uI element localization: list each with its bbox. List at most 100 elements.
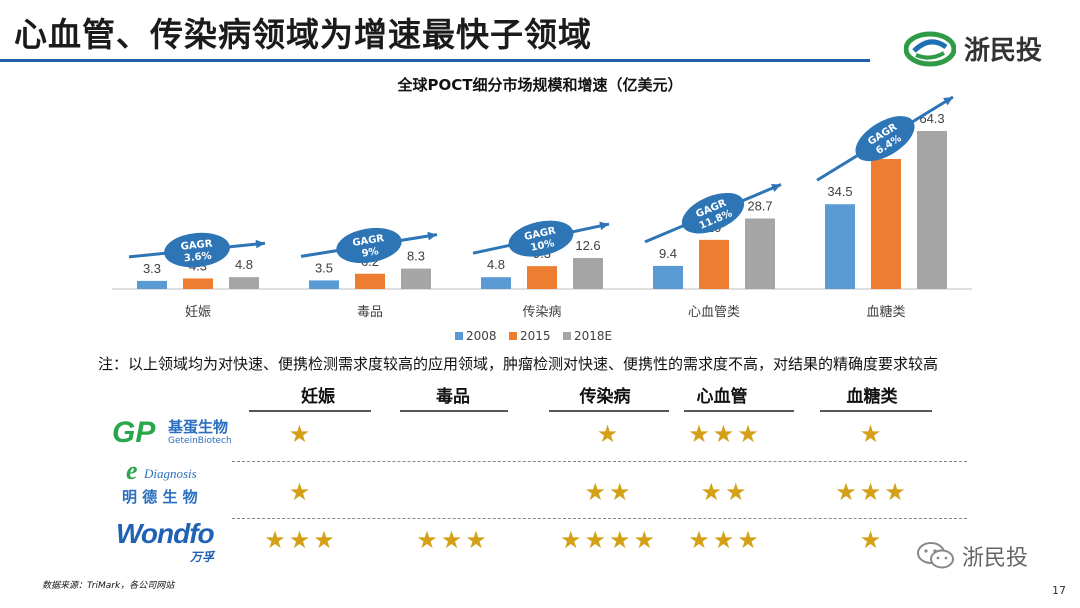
data-label: 9.4: [659, 246, 677, 261]
company-logo-mingde: e Diagnosis 明 德 生 物: [120, 456, 230, 508]
bar-chart: 3.34.34.8妊娠GAGR3.6%3.56.28.3毒品GAGR9%4.89…: [112, 95, 972, 343]
data-label: 3.5: [315, 260, 333, 275]
growth-badge-ellipse: [336, 227, 402, 264]
growth-badge-ellipse: [508, 220, 574, 257]
star-rating: ★: [859, 420, 885, 448]
data-label: 3.3: [143, 261, 161, 276]
star-rating: ★★★★: [559, 526, 659, 554]
bar-2008: [309, 280, 339, 289]
legend-swatch-2015: [509, 332, 517, 340]
row-separator: [232, 518, 967, 519]
star-rating: ★★★: [264, 526, 338, 554]
chart-title: 全球POCT细分市场规模和增速（亿美元）: [397, 76, 683, 94]
data-label: 8.3: [407, 249, 425, 264]
slide-title: 心血管、传染病领域为增速最快子领域: [14, 15, 592, 54]
page-number: 17: [1052, 584, 1066, 597]
growth-arrow-head: [771, 183, 781, 192]
legend-label-2018E: 2018E: [574, 329, 612, 343]
bar-2018E: [573, 258, 603, 289]
category-label: 妊娠: [185, 305, 211, 320]
category-label: 心血管类: [688, 305, 740, 320]
star-rating: ★: [596, 420, 622, 448]
growth-rate: 3.6%: [183, 251, 212, 265]
star-rating: ★★: [700, 478, 750, 506]
legend-swatch-2018E: [563, 332, 571, 340]
growth-badge-ellipse: [855, 116, 915, 162]
bar-2008: [137, 280, 167, 289]
growth-badge-ellipse: [681, 192, 745, 234]
star-rating: ★: [288, 478, 314, 506]
category-label: 传染病: [522, 305, 561, 320]
getein-name-en: GeteinBiotech: [168, 436, 232, 446]
growth-arrow-head: [599, 221, 609, 231]
growth-arrow-head: [255, 239, 265, 249]
star-rating: ★★★: [416, 526, 490, 554]
company-logo-getein: GP 基蛋生物 GeteinBiotech: [112, 416, 232, 452]
table-header-cardio: 心血管: [696, 387, 748, 407]
star-rating: ★★★: [835, 478, 909, 506]
header-underline: [820, 410, 932, 412]
table-header-glucose: 血糖类: [846, 387, 898, 407]
bar-2015: [871, 159, 901, 289]
data-label: 4.8: [487, 257, 505, 272]
bar-2015: [527, 266, 557, 289]
category-label: 血糖类: [866, 304, 905, 320]
star-rating: ★: [288, 420, 314, 448]
bar-2018E: [745, 218, 775, 289]
star-rating: ★: [859, 526, 885, 554]
legend-swatch-2008: [455, 332, 463, 340]
data-label: 64.3: [919, 111, 944, 126]
data-label: 4.8: [235, 257, 253, 272]
growth-rate: 9%: [361, 246, 380, 260]
header-underline: [549, 410, 669, 412]
data-source: 数据来源：TriMark，各公司网站: [42, 581, 175, 591]
bar-2018E: [229, 277, 259, 289]
wechat-icon: [917, 542, 954, 569]
getein-name-cn: 基蛋生物: [168, 418, 229, 436]
row-separator: [232, 461, 967, 462]
growth-rate: 10%: [530, 238, 556, 254]
header-underline: [400, 410, 508, 412]
data-label: 28.7: [747, 198, 772, 213]
mingde-logo-mark: e: [126, 456, 138, 485]
footnote: 注：以上领域均为对快速、便携检测需求度较高的应用领域，肿瘤检测对快速、便携性的需…: [98, 355, 939, 373]
table-header-drugs: 毒品: [436, 387, 470, 407]
growth-label: GAGR: [180, 238, 213, 252]
category-label: 毒品: [357, 305, 383, 320]
growth-arrow-head: [943, 97, 953, 106]
bar-2018E: [917, 131, 947, 289]
wechat-account-name: 浙民投: [962, 546, 1029, 571]
table-header-infectious: 传染病: [579, 387, 631, 407]
star-rating: ★★★: [688, 420, 762, 448]
star-rating: ★★: [584, 478, 634, 506]
getein-logo-mark: GP: [112, 416, 156, 449]
company-logo-wondfo: Wondfo 万孚: [112, 518, 232, 564]
wondfo-logo-mark: Wondfo: [116, 518, 215, 549]
star-rating: ★★★: [688, 526, 762, 554]
table-header-pregnancy: 妊娠: [301, 387, 335, 407]
wondfo-name-cn: 万孚: [190, 550, 215, 564]
data-label: 34.5: [827, 184, 852, 199]
data-label: 12.6: [575, 238, 600, 253]
bar-2008: [653, 265, 683, 289]
bar-2015: [355, 273, 385, 289]
mingde-name-en: Diagnosis: [144, 466, 197, 481]
growth-label: GAGR: [352, 233, 385, 249]
brand-name: 浙民投: [964, 36, 1043, 66]
bar-2008: [825, 204, 855, 289]
bar-2018E: [401, 268, 431, 289]
growth-badge-ellipse: [164, 232, 230, 268]
bar-2015: [183, 278, 213, 289]
header-underline: [249, 410, 371, 412]
brand-logo-icon: [904, 31, 956, 66]
legend-label-2008: 2008: [466, 329, 497, 343]
mingde-name-cn: 明 德 生 物: [122, 488, 198, 506]
brand-logo: 浙民投: [904, 30, 1042, 67]
growth-arrow-head: [427, 231, 437, 241]
wechat-watermark: 浙民投: [916, 540, 1028, 572]
bar-2008: [481, 277, 511, 289]
